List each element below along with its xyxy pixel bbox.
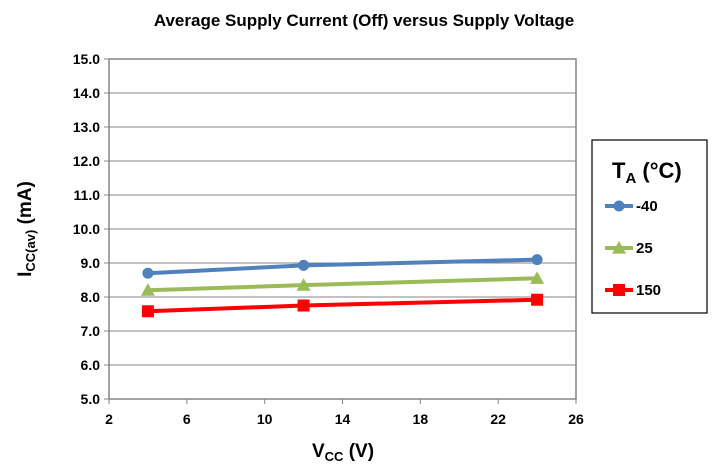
x-axis-ticks: 2 6 10 14 18 22 26 — [105, 399, 584, 427]
data-point-s0-p0 — [142, 267, 154, 279]
x-tick-label: 14 — [335, 411, 351, 427]
series-markers — [140, 254, 545, 318]
x-tick-label: 2 — [105, 411, 113, 427]
y-tick-label: 5.0 — [81, 391, 101, 407]
x-tick-label: 18 — [413, 411, 429, 427]
legend-label-0: -40 — [636, 198, 658, 215]
x-axis-label: VCC (V) — [312, 441, 374, 464]
data-point-s2-p0 — [141, 305, 154, 318]
data-point-s1-p2 — [530, 271, 545, 284]
legend-marker-1 — [612, 241, 626, 254]
legend-label-1: 25 — [636, 240, 653, 257]
x-tick-label: 22 — [490, 411, 506, 427]
legend: TA (°C) -40 25 150 — [591, 139, 708, 314]
y-tick-label: 6.0 — [81, 357, 101, 373]
y-tick-label: 12.0 — [73, 153, 100, 169]
data-point-s0-p1 — [298, 259, 310, 271]
y-tick-label: 9.0 — [81, 255, 101, 271]
data-point-s2-p1 — [297, 299, 310, 312]
y-axis-label: ICC(av) (mA) — [15, 181, 38, 277]
data-point-s0-p2 — [531, 254, 543, 266]
x-tick-label: 26 — [568, 411, 584, 427]
y-tick-label: 8.0 — [81, 289, 101, 305]
legend-label-2: 150 — [636, 282, 661, 299]
y-tick-label: 13.0 — [73, 119, 100, 135]
legend-title: TA (°C) — [612, 158, 682, 187]
data-point-s2-p2 — [531, 293, 544, 306]
data-point-s1-p1 — [296, 278, 311, 291]
y-tick-label: 7.0 — [81, 323, 101, 339]
y-tick-label: 11.0 — [74, 187, 101, 203]
x-tick-label: 10 — [257, 411, 273, 427]
legend-marker-0 — [613, 200, 625, 212]
chart-title: Average Supply Current (Off) versus Supp… — [154, 11, 574, 30]
x-tick-label: 6 — [183, 411, 191, 427]
data-point-s1-p0 — [140, 283, 155, 296]
legend-marker-2 — [613, 284, 625, 296]
y-tick-label: 10.0 — [73, 221, 100, 237]
y-tick-label: 15.0 — [73, 51, 100, 67]
y-tick-label: 14.0 — [73, 85, 100, 101]
y-axis-ticks: 5.0 6.0 7.0 8.0 9.0 10.0 11.0 12.0 13.0 14.0 15.0 — [73, 51, 109, 407]
legend-box — [591, 139, 708, 314]
